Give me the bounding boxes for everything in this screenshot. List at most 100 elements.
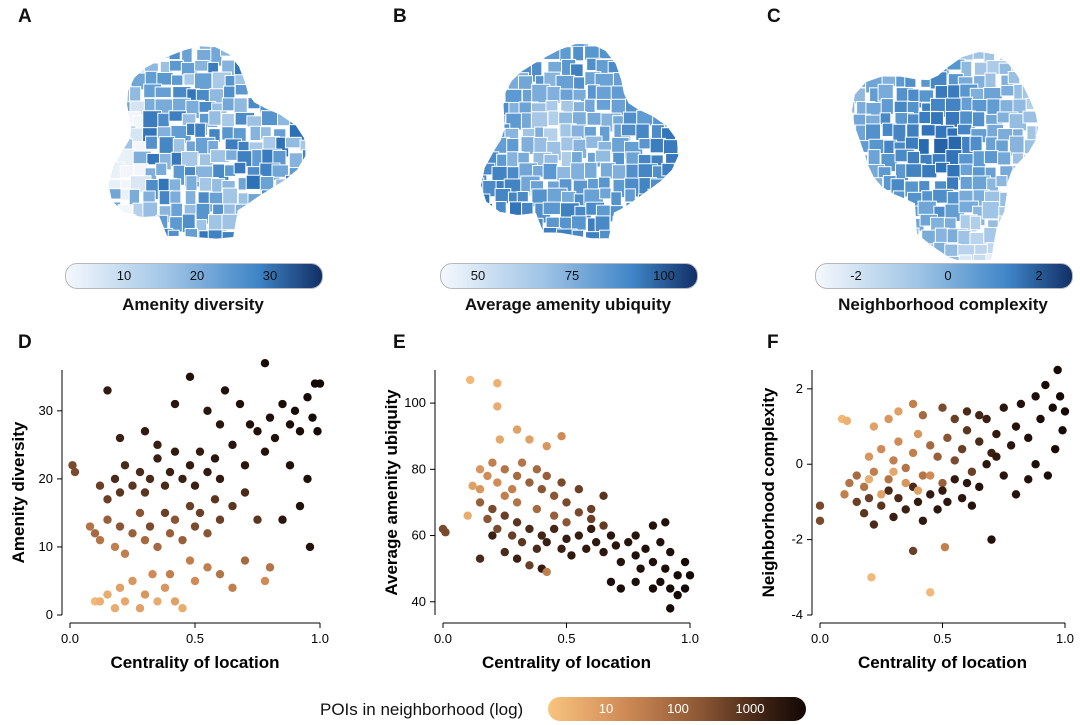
map-district	[877, 58, 894, 71]
data-point	[512, 471, 522, 481]
data-point	[68, 461, 77, 470]
data-point	[913, 486, 923, 495]
map-district	[506, 257, 518, 260]
data-point	[295, 501, 305, 511]
panel-letter-c: C	[767, 6, 781, 27]
data-point	[680, 557, 690, 567]
map-district	[108, 151, 113, 172]
map-district	[917, 52, 934, 72]
data-point	[631, 551, 640, 560]
map-district	[316, 127, 320, 141]
map-district	[284, 136, 302, 149]
map-district	[661, 162, 675, 177]
map-district	[597, 44, 618, 49]
data-point	[962, 407, 972, 416]
map-district	[639, 242, 657, 255]
map-district	[1022, 154, 1039, 176]
data-point	[203, 563, 212, 572]
data-point	[153, 597, 162, 606]
y-tick-label: 30	[39, 403, 53, 418]
map-district	[622, 44, 644, 50]
map-district	[649, 214, 665, 233]
map-district	[235, 230, 248, 239]
map-district	[120, 228, 136, 239]
map-district	[584, 161, 598, 179]
map-district	[1061, 257, 1069, 260]
map-district	[879, 52, 892, 64]
map-district	[852, 150, 853, 167]
map-district	[223, 256, 235, 260]
data-point	[190, 481, 200, 490]
map-district	[456, 150, 472, 165]
map-district	[983, 150, 999, 165]
map-district	[570, 63, 584, 78]
data-point	[962, 478, 972, 488]
map-district	[981, 200, 1000, 220]
map-district	[311, 255, 320, 260]
map-district	[830, 63, 842, 83]
map-district	[895, 203, 910, 225]
map-district	[108, 227, 114, 239]
data-point	[869, 520, 879, 529]
map-district	[857, 52, 872, 68]
data-point	[1058, 426, 1067, 435]
colorbar-tick: 50	[470, 268, 486, 283]
map-district	[208, 258, 220, 260]
map-district	[521, 47, 535, 65]
map-district	[277, 46, 297, 56]
map-district	[676, 49, 679, 62]
data-point	[245, 420, 255, 429]
data-point	[120, 597, 130, 606]
map-district	[648, 74, 671, 93]
map-district	[598, 255, 610, 260]
map-district	[896, 240, 917, 256]
colorbar-tick: 10	[116, 268, 132, 283]
map-district	[262, 70, 276, 86]
map-district	[481, 47, 485, 69]
map-district	[1012, 164, 1028, 177]
data-point	[933, 505, 942, 514]
map-district	[129, 86, 142, 102]
map-district	[117, 204, 133, 218]
map-district	[1036, 254, 1039, 260]
map-district	[234, 245, 254, 260]
data-point	[170, 399, 180, 409]
y-tick-label: 100	[404, 395, 426, 410]
x-tick-label: 0.5	[186, 631, 204, 646]
map-district	[284, 228, 304, 239]
data-point	[90, 529, 100, 538]
data-point	[918, 516, 928, 525]
data-point	[542, 441, 551, 451]
panel-letter-a: A	[18, 6, 32, 27]
map-district	[1064, 103, 1069, 120]
map-district	[677, 191, 679, 203]
data-point	[475, 498, 485, 507]
map-district	[481, 217, 490, 237]
map-district	[1061, 203, 1069, 214]
map-district	[571, 229, 585, 239]
data-point	[975, 411, 984, 420]
map-district	[660, 217, 678, 239]
data-point	[475, 484, 485, 494]
map-district	[1063, 73, 1069, 86]
map-district	[245, 174, 263, 190]
map-district	[839, 228, 850, 242]
data-point	[1055, 392, 1065, 401]
map-district	[455, 219, 474, 235]
map-district	[313, 50, 320, 65]
data-point	[549, 491, 559, 501]
map-district	[248, 218, 270, 239]
map-district	[108, 98, 114, 118]
data-point	[110, 603, 120, 613]
map-district	[854, 154, 868, 172]
map-district	[482, 86, 497, 108]
map-district	[522, 244, 537, 257]
data-point	[967, 501, 977, 510]
map-district	[530, 230, 549, 239]
map-district	[675, 218, 679, 232]
map-district	[959, 175, 975, 190]
map-district	[686, 257, 695, 260]
map-district	[531, 45, 549, 58]
map-district	[829, 101, 847, 118]
map-district	[852, 73, 858, 89]
